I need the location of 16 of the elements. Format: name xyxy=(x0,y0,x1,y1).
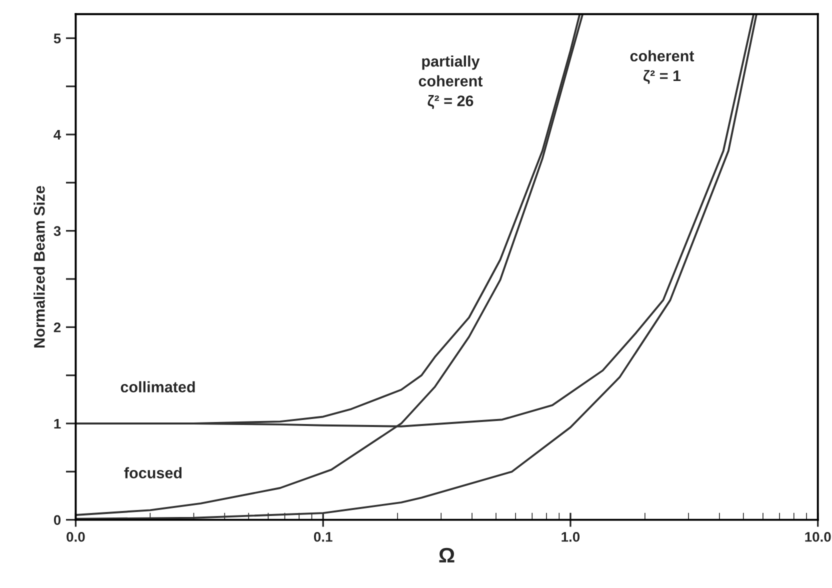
x-tick-label: 1.0 xyxy=(562,532,580,542)
x-tick-label: 0.0 xyxy=(66,532,85,542)
y-tick-label: 2 xyxy=(54,322,61,332)
y-tick-label: 5 xyxy=(54,34,61,44)
x-tick-label: 0.1 xyxy=(314,532,332,542)
annotation: focused xyxy=(124,467,182,478)
y-tick-label: 4 xyxy=(54,130,62,140)
annotation: collimated xyxy=(120,381,195,392)
annotation: partially coherent ζ² = 26 xyxy=(418,55,483,110)
annotation: coherent ζ² = 1 xyxy=(630,50,694,84)
y-tick-label: 0 xyxy=(54,515,61,525)
y-tick-label: 3 xyxy=(54,226,61,236)
x-tick-label: 10.0 xyxy=(805,532,831,542)
y-axis-title: Normalized Beam Size xyxy=(34,186,45,348)
x-axis-title: Ω xyxy=(439,548,454,562)
y-tick-label: 1 xyxy=(54,418,61,429)
